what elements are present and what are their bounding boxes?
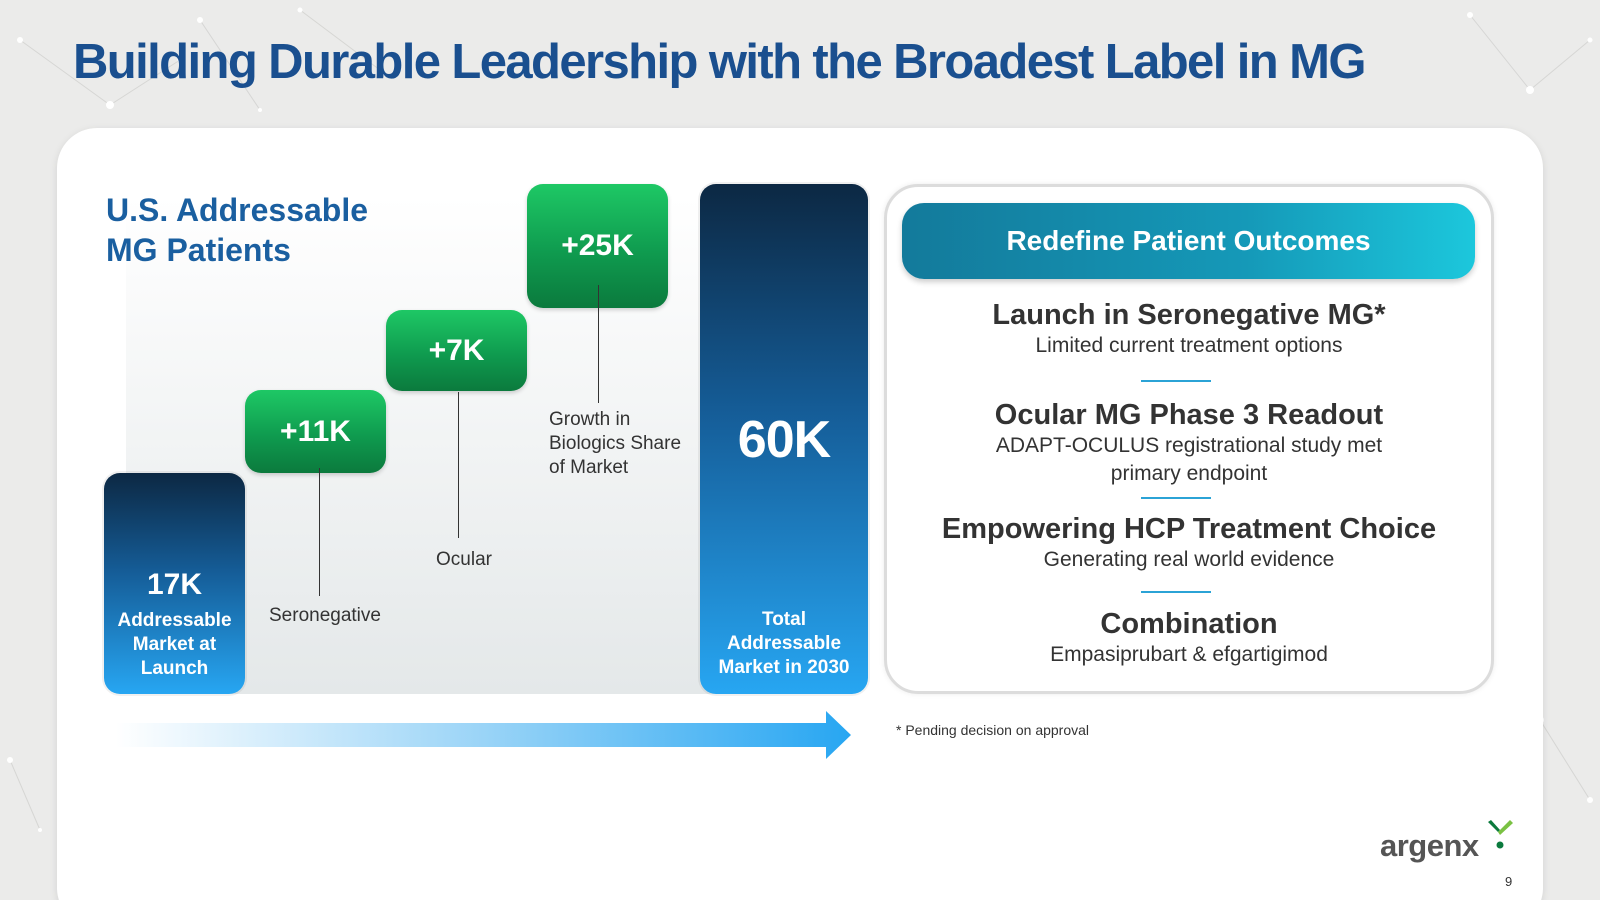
bar-total: 60K Total Addressable Market in 2030 — [700, 184, 868, 694]
leader-line-biologics — [598, 285, 599, 403]
leader-line-ocular — [458, 392, 459, 538]
outcome-item-combination: Combination Empasiprubart & efgartigimod — [884, 607, 1494, 669]
chart-heading-line-1: U.S. Addressable — [106, 192, 369, 228]
bar-launch-label-line: Market at — [132, 634, 217, 655]
item-divider — [1141, 497, 1211, 499]
timeline-arrow-icon — [116, 711, 851, 759]
label-biologics-line: Growth in — [549, 409, 631, 430]
outcome-heading: Ocular MG Phase 3 Readout — [994, 399, 1384, 431]
outcome-item-ocular: Ocular MG Phase 3 Readout ADAPT-OCULUS r… — [884, 398, 1494, 488]
slide-title: Building Durable Leadership with the Bro… — [73, 35, 1366, 89]
outcome-subtext: primary endpoint — [1110, 462, 1268, 485]
item-divider — [1141, 380, 1211, 382]
outcome-subtext: Empasiprubart & efgartigimod — [1050, 643, 1328, 666]
bar-total-label-line: Market in 2030 — [718, 657, 850, 678]
bar-total-value: 60K — [737, 411, 831, 469]
bar-launch-label-line: Addressable — [117, 610, 232, 631]
bar-launch: 17K Addressable Market at Launch — [104, 473, 245, 694]
outcome-heading: Empowering HCP Treatment Choice — [941, 513, 1437, 545]
leader-line-seronegative — [319, 468, 320, 596]
bar-seronegative: +11K — [245, 390, 386, 473]
outcome-subtext: Limited current treatment options — [1035, 334, 1343, 357]
outcome-subtext: ADAPT-OCULUS registrational study met — [995, 434, 1383, 457]
argenx-logo: argenx — [1380, 818, 1520, 864]
outcome-heading: Combination — [1100, 608, 1278, 640]
label-biologics: Growth in Biologics Share of Market — [549, 408, 681, 480]
label-biologics-line: of Market — [549, 457, 629, 478]
bar-total-label-line: Total — [762, 609, 806, 630]
footnote: * Pending decision on approval — [896, 722, 1090, 738]
bar-launch-value: 17K — [146, 568, 203, 601]
bar-total-label-line: Addressable — [726, 633, 842, 654]
label-ocular: Ocular — [436, 549, 492, 570]
logo-leaf-icon — [1488, 820, 1513, 849]
outcome-subtext: Generating real world evidence — [1043, 548, 1335, 571]
item-divider — [1141, 591, 1211, 593]
page-number: 9 — [1505, 874, 1513, 889]
outcome-heading: Launch in Seronegative MG* — [992, 299, 1386, 331]
outcome-item-hcp-choice: Empowering HCP Treatment Choice Generati… — [884, 512, 1494, 574]
bar-launch-label-line: Launch — [140, 658, 209, 679]
bar-biologics-growth: +25K — [527, 184, 668, 308]
bar-ocular: +7K — [386, 310, 527, 391]
outcome-item-seronegative: Launch in Seronegative MG* Limited curre… — [884, 298, 1494, 360]
chart-heading-line-2: MG Patients — [106, 232, 291, 268]
label-biologics-line: Biologics Share — [549, 433, 682, 454]
label-seronegative: Seronegative — [269, 605, 381, 626]
logo-wordmark: argenx — [1380, 828, 1479, 863]
panel-header: Redefine Patient Outcomes — [902, 203, 1475, 279]
bar-total-label: Total Addressable Market in 2030 — [700, 608, 868, 680]
bar-launch-label: Addressable Market at Launch — [104, 609, 245, 681]
chart-heading: U.S. Addressable MG Patients — [106, 190, 368, 270]
